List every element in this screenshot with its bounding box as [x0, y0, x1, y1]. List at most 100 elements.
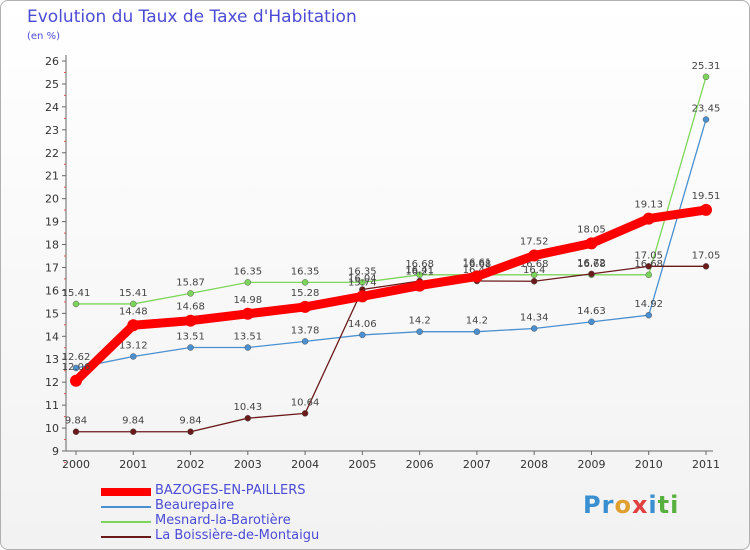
x-tick-label: 2009: [577, 458, 605, 471]
data-label-beaurepaire: 14.06: [348, 319, 377, 330]
data-label-mesnard-la-baroti-re: 16.35: [348, 266, 377, 277]
data-point-bazoges-en-paillers: [299, 300, 312, 313]
x-tick-label: 2005: [348, 458, 376, 471]
y-tick-label: 12: [45, 376, 59, 389]
data-point-beaurepaire: [244, 344, 252, 351]
data-label-la-boissi-re-de-montaigu: 9.84: [65, 416, 87, 427]
data-label-beaurepaire: 12.62: [62, 352, 91, 363]
y-tick-label: 20: [45, 193, 59, 206]
data-label-la-boissi-re-de-montaigu: 10.43: [233, 402, 262, 413]
logo-letter: i: [648, 491, 658, 519]
data-point-mesnard-la-baroti-re: [130, 300, 137, 308]
chart-title: Evolution du Taux de Taxe d'Habitation: [27, 7, 357, 27]
y-tick-label: 13: [45, 353, 59, 366]
data-label-mesnard-la-baroti-re: 15.87: [176, 277, 205, 288]
series-line-bazoges-en-paillers: [71, 205, 711, 386]
data-point-beaurepaire: [473, 328, 481, 335]
data-label-beaurepaire: 14.2: [466, 316, 488, 327]
data-point-beaurepaire: [359, 331, 366, 339]
y-tick-label: 22: [45, 147, 59, 160]
data-point-la-boissi-re-de-montaigu: [130, 428, 137, 435]
data-label-beaurepaire: 23.45: [692, 104, 721, 115]
x-tick-label: 2001: [119, 458, 147, 471]
y-tick-label: 25: [45, 78, 59, 91]
data-point-bazoges-en-paillers: [356, 290, 369, 303]
data-point-mesnard-la-baroti-re: [187, 290, 194, 297]
data-label-la-boissi-re-de-montaigu: 9.84: [122, 416, 144, 427]
data-point-beaurepaire: [130, 353, 137, 360]
data-point-bazoges-en-paillers: [470, 270, 483, 283]
x-tick-label: 2004: [291, 458, 319, 471]
data-point-bazoges-en-paillers: [127, 319, 140, 332]
unit-label: (en %): [27, 31, 60, 42]
logo-letter: t: [657, 491, 671, 519]
data-point-bazoges-en-paillers: [413, 279, 426, 292]
data-point-bazoges-en-paillers: [70, 374, 82, 387]
data-label-mesnard-la-baroti-re: 16.35: [233, 266, 262, 277]
x-tick-label: 2002: [177, 458, 205, 471]
data-label-la-boissi-re-de-montaigu: 9.84: [179, 416, 201, 427]
data-label-bazoges-en-paillers: 16.21: [405, 267, 434, 278]
data-label-la-boissi-re-de-montaigu: 16.04: [348, 273, 377, 284]
data-point-bazoges-en-paillers: [585, 237, 598, 250]
y-tick-label: 11: [45, 399, 59, 412]
y-tick-label: 21: [45, 170, 59, 183]
data-point-bazoges-en-paillers: [642, 212, 655, 225]
y-tick-label: 24: [45, 101, 59, 114]
data-point-mesnard-la-baroti-re: [645, 271, 652, 279]
logo-letter: i: [670, 491, 680, 519]
data-point-la-boissi-re-de-montaigu: [530, 277, 538, 285]
data-label-la-boissi-re-de-montaigu: 16.4: [523, 265, 545, 276]
data-point-beaurepaire: [588, 318, 595, 326]
data-label-la-boissi-re-de-montaigu: 16.41: [405, 265, 434, 276]
data-label-beaurepaire: 13.51: [176, 332, 205, 343]
y-tick-label: 23: [45, 124, 59, 137]
data-label-beaurepaire: 14.92: [634, 299, 663, 310]
data-label-bazoges-en-paillers: 17.52: [520, 237, 549, 248]
y-tick-label: 17: [45, 261, 59, 274]
data-point-la-boissi-re-de-montaigu: [588, 270, 595, 278]
x-tick-label: 2007: [463, 458, 491, 471]
data-point-mesnard-la-baroti-re: [702, 73, 710, 81]
data-label-beaurepaire: 13.78: [291, 325, 320, 336]
data-point-mesnard-la-baroti-re: [301, 279, 309, 286]
data-point-beaurepaire: [72, 364, 80, 372]
legend-label-bazoges: BAZOGES-EN-PAILLERS: [155, 483, 306, 498]
data-point-beaurepaire: [187, 344, 194, 351]
data-point-beaurepaire: [530, 325, 538, 332]
legend-swatch-bazoges: [101, 488, 151, 496]
data-point-bazoges-en-paillers: [528, 249, 541, 262]
y-tick-label: 19: [45, 216, 59, 229]
x-tick-label: 2008: [520, 458, 548, 471]
y-tick-label: 14: [45, 330, 59, 343]
series-line-la-boissi-re-de-montaigu: [75, 265, 707, 433]
data-label-mesnard-la-baroti-re: 15.41: [119, 288, 148, 299]
y-tick-label: 10: [45, 422, 59, 435]
data-label-beaurepaire: 13.12: [119, 340, 148, 351]
data-label-bazoges-en-paillers: 15.74: [348, 277, 377, 288]
series-line-beaurepaire: [75, 118, 707, 369]
data-point-mesnard-la-baroti-re: [530, 271, 538, 279]
legend-label-mesnard: Mesnard-la-Barotière: [155, 513, 291, 528]
data-point-la-boissi-re-de-montaigu: [645, 263, 652, 270]
x-tick-label: 2010: [635, 458, 663, 471]
data-label-mesnard-la-baroti-re: 16.68: [577, 259, 606, 270]
x-tick-label: 2003: [234, 458, 262, 471]
y-tick-label: 26: [45, 55, 59, 68]
data-label-beaurepaire: 14.2: [409, 316, 431, 327]
data-point-la-boissi-re-de-montaigu: [702, 263, 710, 270]
data-point-bazoges-en-paillers: [184, 314, 197, 327]
data-label-bazoges-en-paillers: 14.48: [119, 306, 148, 317]
data-label-beaurepaire: 14.63: [577, 306, 606, 317]
data-point-la-boissi-re-de-montaigu: [301, 410, 309, 417]
legend-swatch-boissiere: [101, 536, 151, 538]
data-label-bazoges-en-paillers: 16.61: [463, 257, 492, 268]
data-point-mesnard-la-baroti-re: [359, 279, 366, 286]
data-label-bazoges-en-paillers: 18.05: [577, 224, 606, 235]
data-point-beaurepaire: [416, 328, 423, 335]
logo-letter: x: [631, 491, 649, 519]
data-point-la-boissi-re-de-montaigu: [187, 428, 194, 435]
data-label-bazoges-en-paillers: 19.13: [634, 200, 663, 211]
data-label-mesnard-la-baroti-re: 16.68: [520, 259, 549, 270]
